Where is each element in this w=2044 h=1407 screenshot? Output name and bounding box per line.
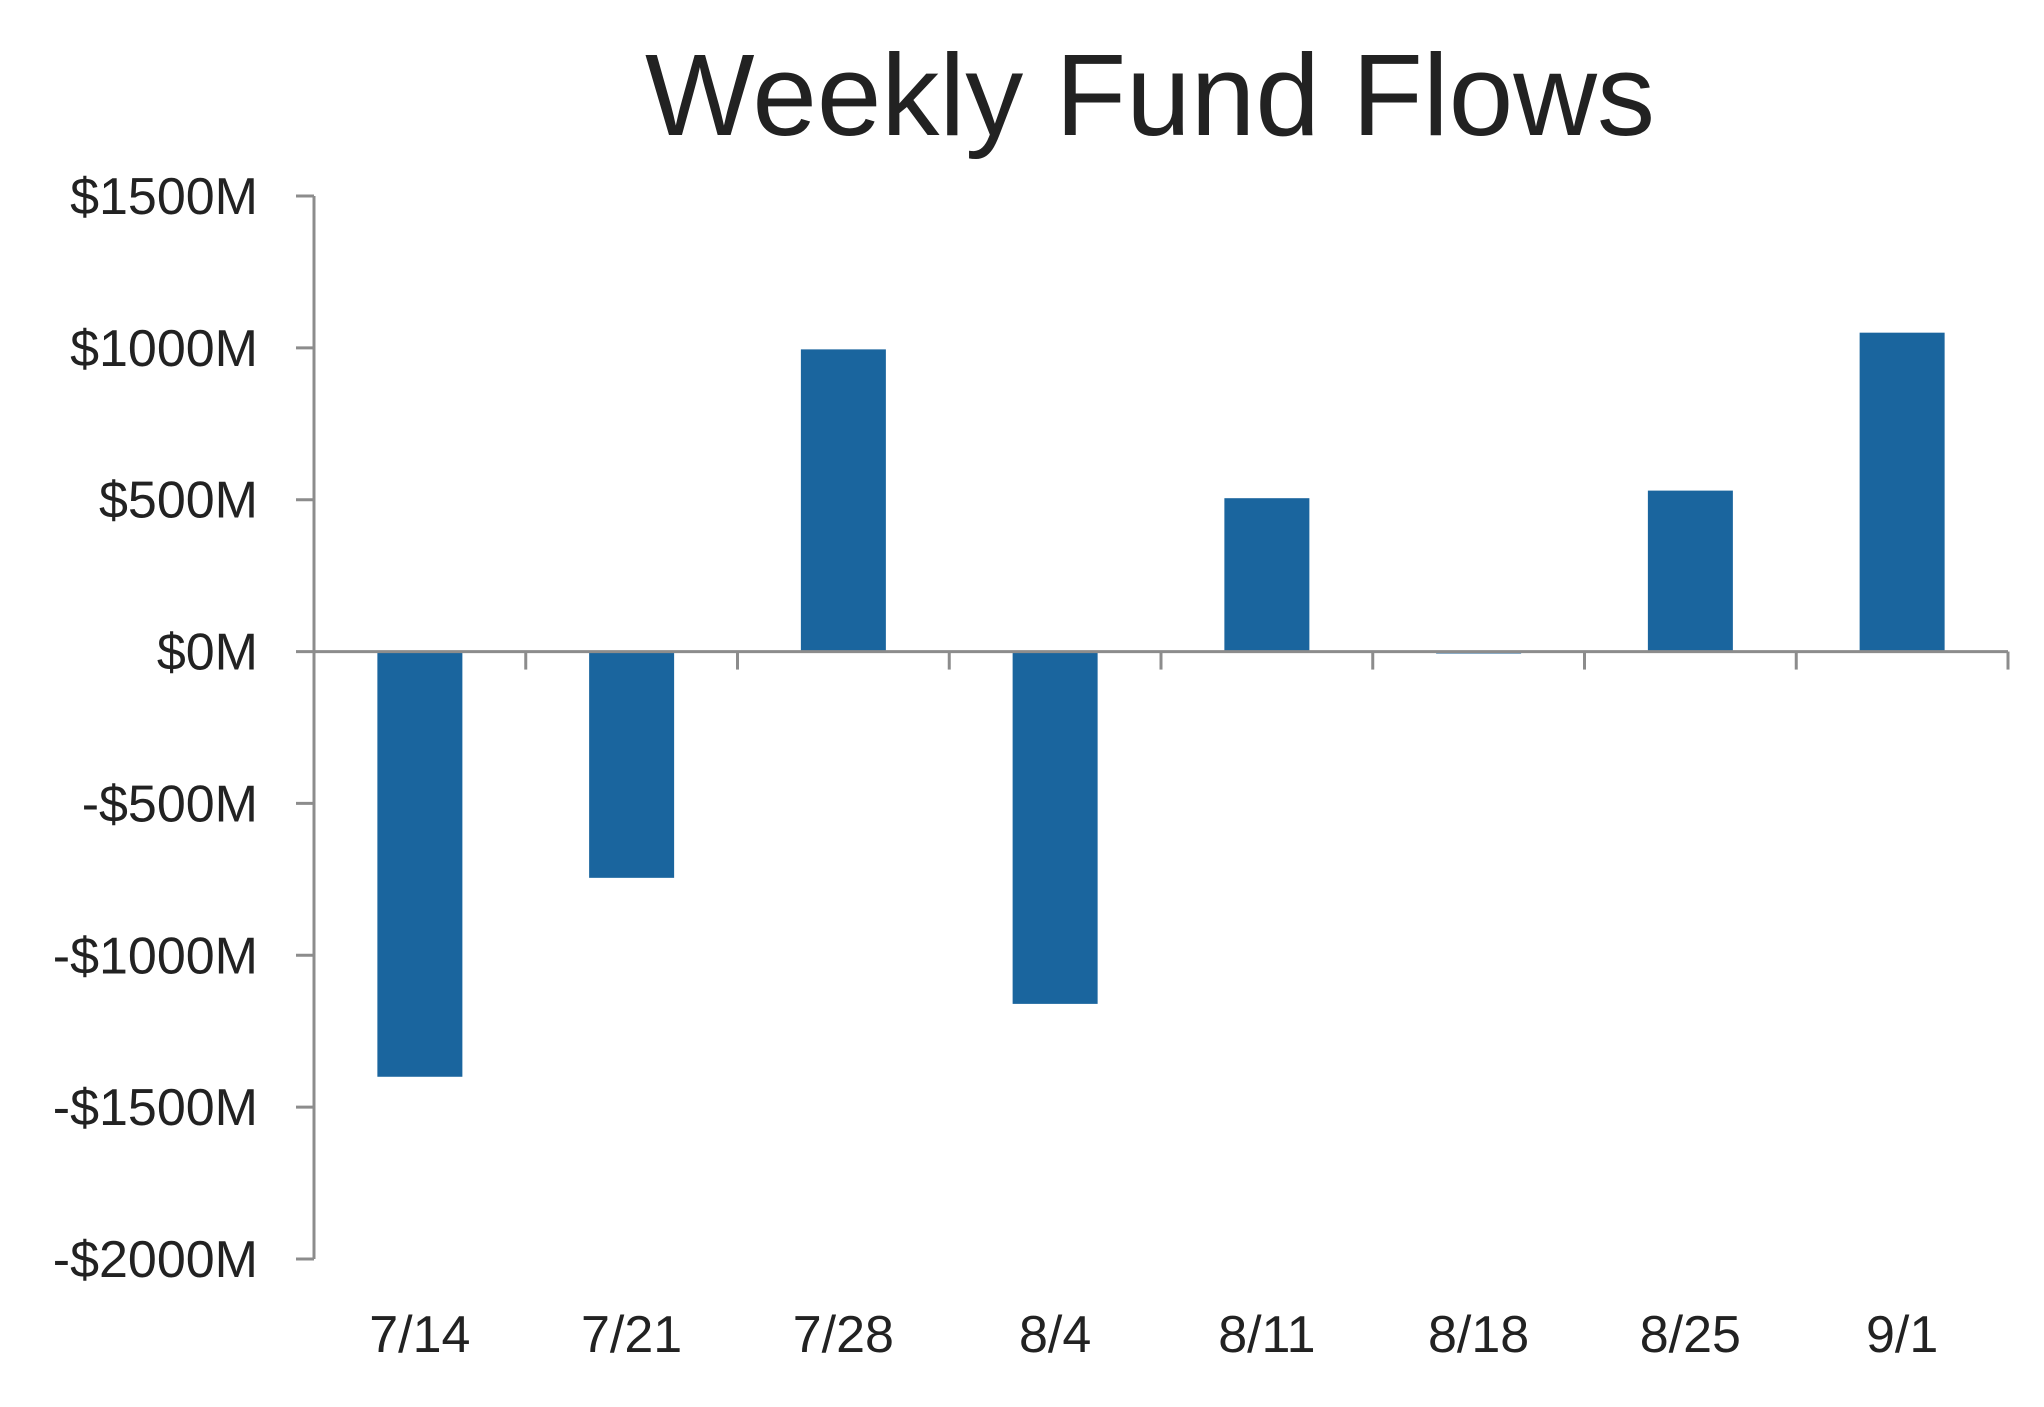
bar (377, 651, 463, 1077)
y-tick-label: -$2000M (53, 1231, 258, 1289)
bar (1224, 498, 1310, 652)
x-tick-label: 9/1 (1866, 1306, 1938, 1364)
y-tick-label: $500M (99, 472, 258, 530)
y-tick-label: $1500M (70, 168, 258, 226)
bar (589, 651, 675, 878)
x-tick-label: 7/14 (369, 1306, 470, 1364)
y-tick-label: $1000M (70, 320, 258, 378)
y-axis: $1500M $1000M $500M $0M -$500M -$1000M -$1500M… (53, 168, 316, 1289)
bar (1647, 490, 1733, 652)
bar (1012, 651, 1098, 1004)
bar (800, 349, 886, 652)
x-tick-label: 7/21 (581, 1306, 682, 1364)
x-tick-label: 7/28 (793, 1306, 894, 1364)
x-tick-label: 8/11 (1218, 1306, 1315, 1364)
x-axis: 7/14 7/21 7/28 8/4 8/11 8/18 8/25 9/1 (314, 650, 2010, 1364)
y-tick-label: -$500M (82, 775, 258, 833)
bar (1859, 332, 1945, 652)
y-tick-label: -$1000M (53, 927, 258, 985)
y-tick-label: -$1500M (53, 1079, 258, 1137)
chart-title: Weekly Fund Flows (645, 30, 1655, 160)
x-tick-label: 8/18 (1428, 1306, 1529, 1364)
y-tick-label: $0M (157, 624, 258, 682)
bars (377, 332, 1945, 1077)
x-tick-label: 8/4 (1019, 1306, 1091, 1364)
x-tick-label: 8/25 (1640, 1306, 1741, 1364)
